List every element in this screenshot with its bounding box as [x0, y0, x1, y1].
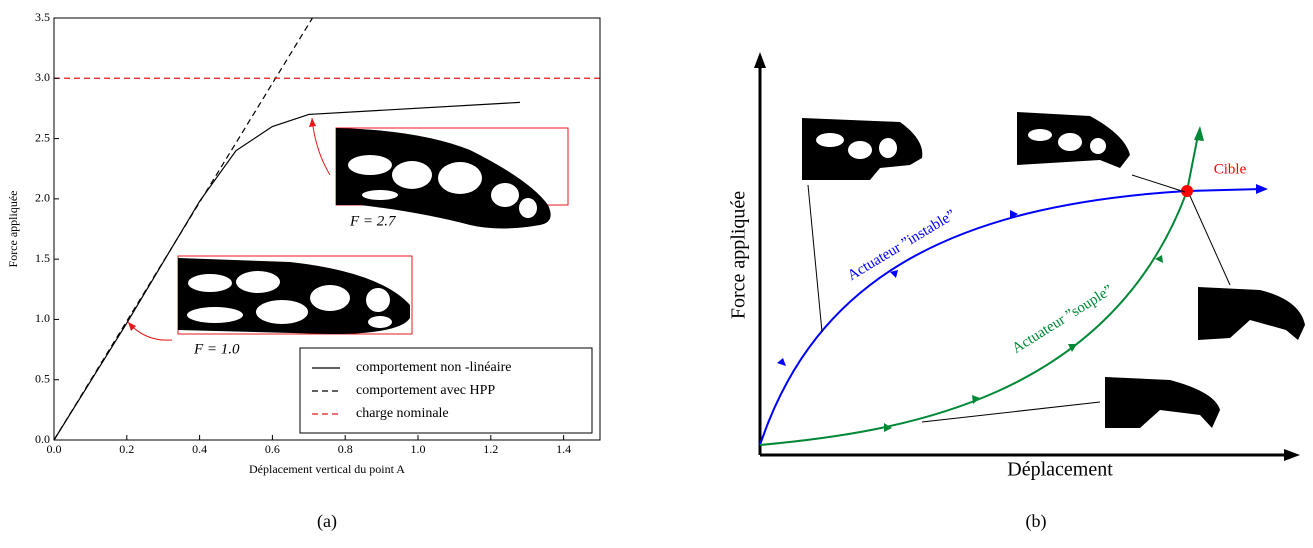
annotation: F = 2.7	[349, 213, 397, 229]
y-axis-label: Force appliquée	[6, 191, 20, 268]
x-tick-label: 0.0	[47, 442, 62, 456]
annotation: F = 1.0	[193, 341, 240, 357]
y-tick-label: 0.0	[35, 432, 50, 446]
curve-label: Actuateur ”instable”	[845, 207, 959, 284]
x-tick-label: 0.2	[119, 442, 134, 456]
y-tick-label: 1.5	[35, 251, 50, 265]
y-tick-label: 3.5	[35, 10, 50, 24]
y-tick-label: 2.0	[35, 191, 50, 205]
schematic-shapes	[802, 112, 1305, 428]
inset-top	[309, 117, 569, 229]
x-tick-label: 0.6	[265, 442, 280, 456]
schematic-ylabel: Force appliquée	[728, 191, 750, 319]
y-tick-label: 3.0	[35, 70, 50, 84]
curve-label: Actuateur ”souple”	[1010, 282, 1116, 357]
inset-bottom	[127, 255, 413, 341]
y-tick-label: 0.5	[35, 371, 50, 385]
target-label: Cible	[1214, 161, 1247, 177]
x-tick-label: 0.4	[192, 442, 207, 456]
series-line	[53, 17, 313, 441]
x-tick-label: 1.2	[483, 442, 498, 456]
series-line	[53, 101, 520, 441]
schematic-axes	[754, 52, 1300, 461]
caption: (b)	[1026, 511, 1047, 532]
schematic-curves	[759, 126, 1268, 446]
y-tick-label: 1.0	[35, 311, 50, 325]
plot-frame	[53, 17, 601, 441]
x-axis-label: Déplacement vertical du point A	[249, 462, 405, 476]
legend-box	[299, 347, 593, 434]
legend-label: charge nominale	[356, 406, 449, 421]
legend-label: comportement avec HPP	[356, 383, 495, 398]
x-tick-label: 1.4	[556, 442, 571, 456]
x-tick-label: 1.0	[411, 442, 426, 456]
x-tick-label: 0.8	[338, 442, 353, 456]
y-tick-label: 2.5	[35, 130, 50, 144]
legend-label: comportement non -linéaire	[356, 360, 512, 375]
caption: (a)	[317, 511, 337, 532]
schematic-xlabel: Déplacement	[1007, 459, 1113, 481]
